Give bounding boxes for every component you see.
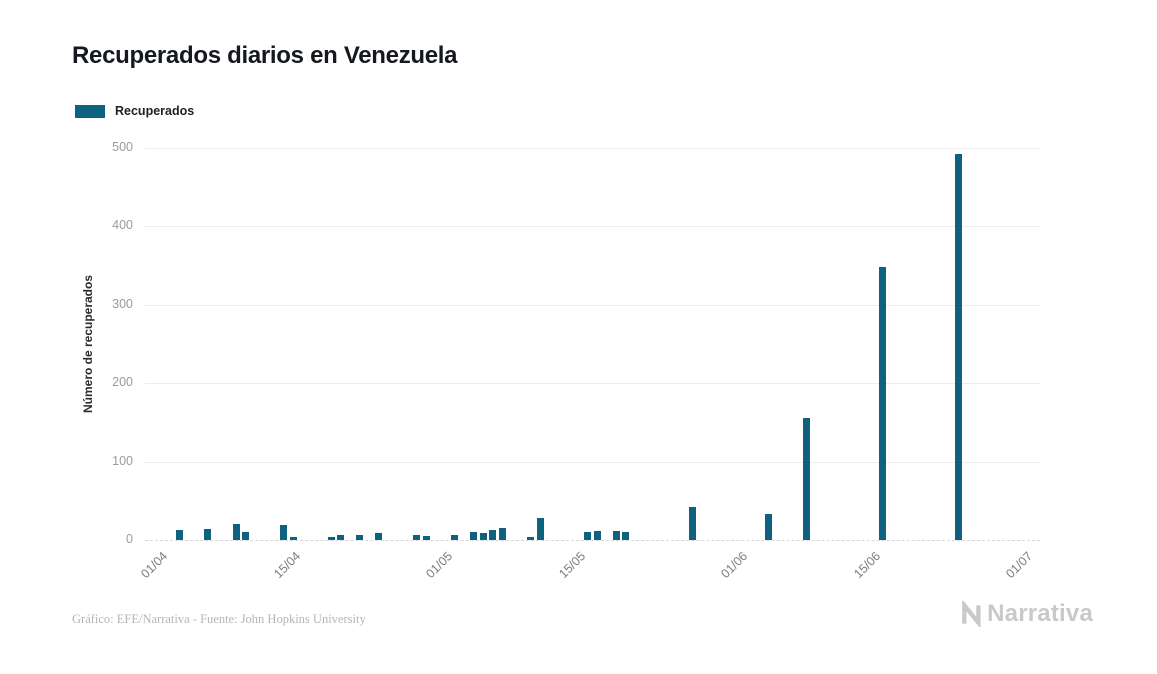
x-tick-label: 01/06 <box>717 549 750 582</box>
legend-label: Recuperados <box>115 104 195 118</box>
bar-02-05[interactable] <box>451 534 459 540</box>
bar-24-04[interactable] <box>375 532 383 540</box>
plot-area: 0 100 200 300 400 500 01/04 15/04 01/05 15/05 01/0… <box>112 140 1040 581</box>
bar-17-05[interactable] <box>593 530 601 540</box>
x-tick-label: 15/05 <box>556 549 589 582</box>
bar-04-06[interactable] <box>764 514 772 540</box>
bar-22-04[interactable] <box>356 535 364 540</box>
bar-16-06[interactable] <box>878 267 886 540</box>
bar-27-05[interactable] <box>688 507 696 540</box>
bar-19-05[interactable] <box>612 530 620 540</box>
bar-19-04[interactable] <box>327 536 335 540</box>
x-tick-label: 01/04 <box>137 549 170 582</box>
x-tick-label: 01/07 <box>1002 549 1035 582</box>
brand-name: Narrativa <box>987 600 1093 627</box>
bar-14-04[interactable] <box>280 525 288 540</box>
legend-swatch <box>75 104 105 118</box>
bar-28-04[interactable] <box>413 535 421 540</box>
bar-05-05[interactable] <box>479 532 487 540</box>
gridline <box>145 383 1040 385</box>
footer-credit: Gráfico: EFE/Narrativa - Fuente: John Ho… <box>72 612 366 626</box>
bar-29-04[interactable] <box>422 536 430 540</box>
legend[interactable]: Recuperados <box>75 104 194 118</box>
bar-15-04[interactable] <box>289 536 297 540</box>
bar-07-05[interactable] <box>498 528 506 540</box>
page-title: Recuperados diarios en Venezuela <box>72 42 458 69</box>
bar-04-05[interactable] <box>470 532 478 540</box>
narrativa-logo-icon <box>960 601 986 627</box>
y-tick-label: 0 <box>126 532 133 546</box>
brand: Narrativa <box>960 600 1093 628</box>
y-axis-label-wrap: Número de recuperados <box>78 148 98 540</box>
y-tick-label: 300 <box>112 296 133 311</box>
bar-06-04[interactable] <box>204 529 212 540</box>
gridline <box>145 304 1040 306</box>
y-tick-label: 200 <box>112 375 133 390</box>
gridline <box>145 461 1040 463</box>
bar-10-05[interactable] <box>527 536 535 540</box>
x-tick-label: 01/05 <box>423 549 456 582</box>
bar-06-05[interactable] <box>489 529 497 540</box>
bar-16-05[interactable] <box>584 532 592 540</box>
y-tick-label: 400 <box>112 218 133 233</box>
bar-08-06[interactable] <box>802 418 810 540</box>
y-tick-label: 500 <box>112 140 133 154</box>
bar-20-05[interactable] <box>622 532 630 540</box>
y-tick-label: 100 <box>112 453 133 468</box>
bar-24-06[interactable] <box>954 153 962 540</box>
bar-11-05[interactable] <box>536 518 544 540</box>
x-tick-label: 15/06 <box>850 549 883 582</box>
gridline <box>145 148 1040 149</box>
x-axis-line <box>145 540 1040 541</box>
gridline <box>145 226 1040 228</box>
x-tick-label: 15/04 <box>270 549 303 582</box>
y-axis-label: Número de recuperados <box>81 274 96 414</box>
bar-10-04[interactable] <box>242 532 250 540</box>
bar-20-04[interactable] <box>337 535 345 540</box>
bar-09-04[interactable] <box>232 524 240 540</box>
bar-03-04[interactable] <box>175 529 183 540</box>
